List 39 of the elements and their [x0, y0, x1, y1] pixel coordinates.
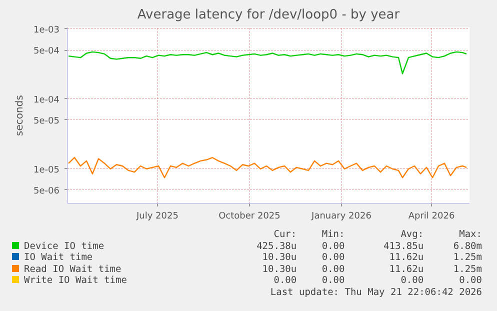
legend-label: Write IO Wait time — [23, 275, 128, 286]
x-tick-label: January 2026 — [310, 212, 372, 222]
x-tick-label: July 2025 — [136, 212, 178, 222]
text: 1.25m — [452, 264, 482, 275]
text: Last update: Thu May 21 22:06:42 2026 — [269, 286, 482, 298]
text: 10.30u — [261, 264, 297, 275]
text: 0.00 — [400, 275, 424, 286]
text: 0.00 — [320, 240, 345, 252]
text: Min: — [320, 229, 345, 240]
text: 0.00 — [320, 252, 345, 264]
line-series — [68, 156, 468, 178]
text: 425.38u — [256, 240, 297, 252]
text: 11.62u — [388, 252, 424, 264]
text: 0.00 — [320, 264, 345, 275]
text: 0.00 — [272, 275, 297, 286]
y-axis-title: seconds — [14, 95, 26, 136]
x-tick-label: October 2025 — [218, 212, 280, 222]
legend-label: Device IO time — [23, 240, 106, 252]
line-series — [68, 51, 468, 74]
text: Cur: — [272, 229, 297, 240]
text: 6.80m — [452, 240, 482, 252]
legend-label: IO Wait time — [23, 252, 94, 264]
text: Max: — [458, 229, 482, 240]
y-tick-label: 5e-06 — [34, 186, 60, 196]
text: 11.62u — [388, 264, 424, 275]
y-tick-label: 1e-05 — [34, 165, 60, 176]
legend-label: Read IO Wait time — [23, 264, 122, 275]
text: 0.00 — [320, 275, 345, 286]
y-tick-label: 1e-04 — [34, 95, 60, 106]
x-tick-label: April 2026 — [408, 212, 455, 222]
y-tick-label: 1e-03 — [34, 25, 60, 36]
text: Avg: — [400, 229, 424, 240]
text: 10.30u — [261, 252, 297, 264]
text: 1.25m — [452, 252, 482, 264]
text: 0.00 — [458, 275, 482, 286]
chart-title: Average latency for /dev/loop0 - by year — [137, 8, 400, 22]
text: 413.85u — [382, 240, 424, 252]
y-tick-label: 5e-05 — [34, 116, 60, 126]
y-tick-label: 5e-04 — [34, 46, 60, 57]
